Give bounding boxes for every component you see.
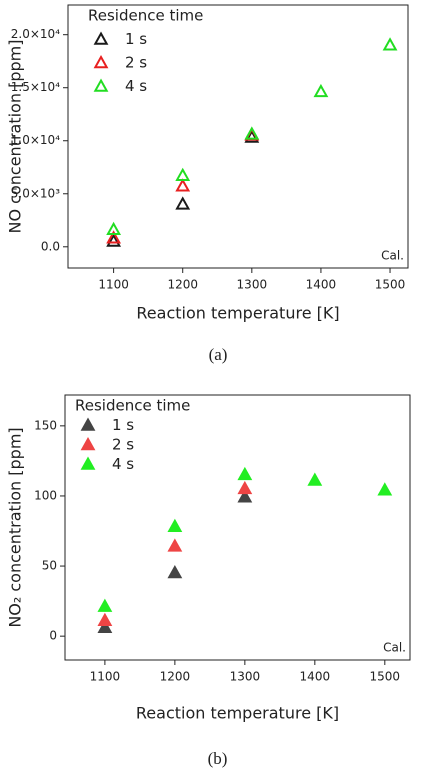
y-tick-label: 0 (49, 629, 57, 643)
data-point (377, 482, 393, 496)
legend-label: 2 s (125, 54, 147, 72)
data-point (237, 489, 253, 503)
data-point (97, 612, 113, 626)
legend-label: 1 s (125, 30, 147, 48)
y-tick-label: 0.0 (41, 239, 60, 253)
data-point (97, 598, 113, 612)
y-tick-label: 5.0×10³ (11, 186, 60, 200)
plot-frame (64, 394, 411, 661)
x-axis-label: Reaction temperature [K] (136, 304, 339, 323)
data-point (167, 518, 183, 532)
data-point (382, 37, 398, 51)
y-tick-label: 1.5×10⁴ (11, 80, 60, 94)
caption: (a) (209, 345, 228, 364)
legend-marker (93, 78, 109, 92)
legend-label: 1 s (112, 416, 134, 434)
legend-marker (80, 417, 96, 431)
y-tick-label: 2.0×10⁴ (11, 27, 60, 41)
legend-marker (93, 54, 109, 69)
y-tick-label: 50 (42, 559, 57, 573)
plot-frame (67, 4, 409, 269)
data-point (307, 472, 323, 486)
annotation: Cal. (383, 641, 406, 655)
x-tick-label: 1300 (230, 670, 261, 684)
data-point (244, 126, 260, 140)
data-point (167, 538, 183, 552)
x-tick-label: 1400 (300, 670, 331, 684)
legend-label: 4 s (125, 77, 147, 95)
x-tick-label: 1100 (90, 670, 121, 684)
data-point (167, 565, 183, 579)
chart: 0 50 100 150 1100 1200 1300 1400 1500 Reaction te… (6, 394, 411, 768)
data-point (244, 129, 260, 143)
annotation: Cal. (381, 249, 404, 263)
x-tick-label: 1200 (160, 670, 191, 684)
data-point (237, 466, 253, 481)
legend-label: 2 s (112, 436, 134, 454)
x-tick-label: 1500 (375, 278, 406, 292)
legend-marker (80, 436, 96, 451)
data-point (313, 83, 329, 98)
caption: (b) (208, 749, 228, 768)
data-point (237, 480, 253, 495)
x-tick-label: 1100 (98, 278, 129, 292)
data-point (175, 167, 191, 181)
y-axis-label: NO concentration [ppm] (6, 40, 25, 234)
data-point (106, 221, 122, 236)
data-point (175, 178, 191, 192)
y-tick-label: 150 (34, 418, 57, 432)
legend-label: 4 s (112, 455, 134, 473)
legend-title: Residence time (75, 397, 190, 415)
legend-marker (80, 456, 96, 470)
x-tick-label: 1300 (237, 278, 268, 292)
y-tick-label: 100 (34, 488, 57, 502)
chart: 0.0 5.0×10³ 1.0×10⁴ 1.5×10⁴ 2.0×10⁴ 1100 1200 1… (6, 4, 409, 364)
x-tick-label: 1400 (306, 278, 337, 292)
x-tick-label: 1200 (167, 278, 198, 292)
data-point (97, 619, 113, 633)
y-axis-label: NO₂ concentration [ppm] (6, 427, 25, 627)
data-point (175, 196, 191, 210)
legend-title: Residence time (88, 7, 203, 25)
x-axis-label: Reaction temperature [K] (136, 704, 339, 723)
legend-marker (93, 31, 109, 45)
data-point (106, 230, 122, 244)
y-tick-label: 1.0×10⁴ (11, 133, 60, 147)
data-point (106, 233, 122, 247)
x-tick-label: 1500 (370, 670, 401, 684)
